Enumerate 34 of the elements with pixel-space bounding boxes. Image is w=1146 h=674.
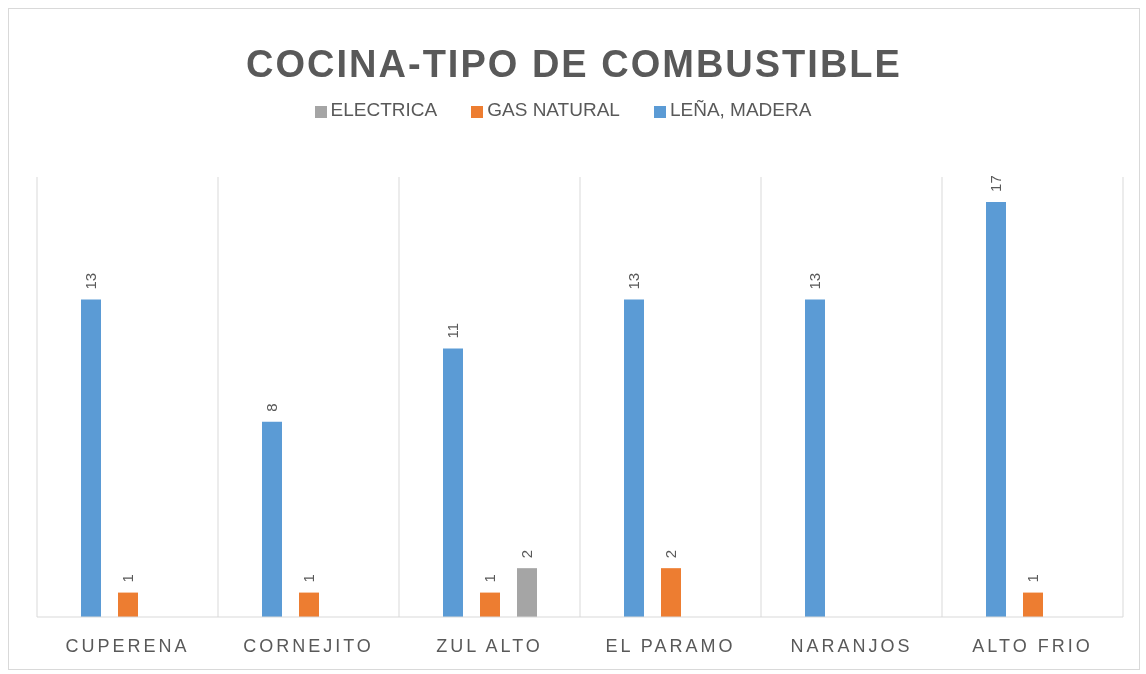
bar — [262, 421, 282, 617]
data-label: 2 — [518, 549, 536, 559]
x-tick-label: ZUL ALTO — [436, 635, 543, 656]
data-label: 1 — [300, 574, 318, 583]
x-tick-label: CORNEJITO — [243, 635, 374, 656]
bar — [480, 592, 500, 617]
x-tick-label: CUPERENA — [65, 635, 190, 656]
bar — [299, 592, 319, 617]
bar — [1023, 592, 1043, 617]
x-tick-label: NARANJOS — [790, 635, 913, 656]
legend-label: GAS NATURAL — [487, 99, 620, 120]
data-label: 13 — [82, 272, 100, 290]
bar — [118, 592, 138, 617]
bar — [624, 299, 644, 617]
bar — [81, 299, 101, 617]
data-label: 17 — [987, 175, 1005, 192]
data-label: 11 — [444, 322, 462, 339]
bar — [443, 348, 463, 617]
data-label: 8 — [263, 403, 281, 412]
data-label: 2 — [662, 549, 680, 559]
data-label: 13 — [625, 272, 643, 290]
bar — [661, 568, 681, 617]
legend-label: LEÑA, MADERA — [669, 99, 812, 120]
x-tick-label: EL PARAMO — [605, 635, 736, 656]
data-label: 1 — [481, 574, 499, 583]
legend-label: ELECTRICA — [330, 99, 438, 120]
bar — [986, 201, 1006, 617]
x-tick-label: ALTO FRIO — [972, 635, 1093, 656]
data-label: 1 — [119, 574, 137, 583]
data-label: 13 — [806, 272, 824, 290]
bar — [517, 568, 537, 617]
chart-title: COCINA-TIPO DE COMBUSTIBLE — [245, 43, 903, 86]
data-label: 1 — [1024, 574, 1042, 583]
bar — [805, 299, 825, 617]
